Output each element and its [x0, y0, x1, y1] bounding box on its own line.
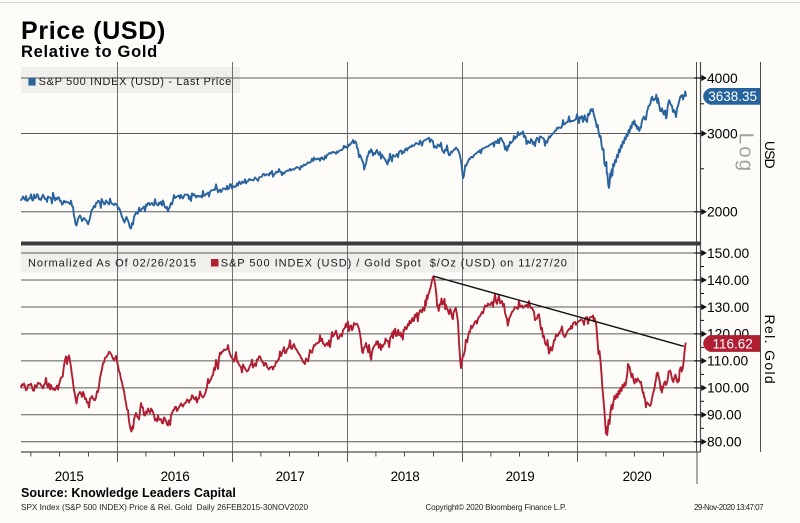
svg-text:Copyright© 2020 Bloomberg Fina: Copyright© 2020 Bloomberg Finance L.P.	[426, 503, 567, 512]
svg-text:130.00: 130.00	[707, 300, 750, 315]
svg-text:Log: Log	[735, 133, 758, 174]
svg-text:Relative to Gold: Relative to Gold	[21, 43, 158, 61]
svg-text:140.00: 140.00	[707, 273, 750, 288]
svg-text:2000: 2000	[707, 205, 738, 220]
svg-text:100.00: 100.00	[707, 381, 750, 396]
svg-text:90.00: 90.00	[707, 408, 742, 423]
svg-text:2016: 2016	[161, 469, 190, 484]
svg-text:Price (USD): Price (USD)	[21, 17, 166, 45]
svg-text:29-Nov-2020 13:47:07: 29-Nov-2020 13:47:07	[694, 503, 764, 512]
svg-text:Source: Knowledge Leaders Capi: Source: Knowledge Leaders Capital	[21, 486, 236, 500]
svg-text:3000: 3000	[707, 126, 738, 141]
svg-text:116.62: 116.62	[712, 336, 752, 351]
svg-text:Normalized As Of 02/26/2015: Normalized As Of 02/26/2015	[28, 257, 197, 269]
svg-text:2015: 2015	[55, 469, 84, 484]
svg-text:80.00: 80.00	[707, 435, 742, 450]
svg-text:2017: 2017	[276, 469, 305, 484]
svg-text:SPX Index (S&P 500 INDEX) Pric: SPX Index (S&P 500 INDEX) Price & Rel. G…	[21, 503, 308, 512]
svg-text:2018: 2018	[391, 469, 420, 484]
svg-text:4000: 4000	[707, 71, 738, 86]
svg-text:110.00: 110.00	[707, 354, 749, 369]
svg-text:Rel. Gold: Rel. Gold	[762, 315, 778, 386]
svg-text:2019: 2019	[506, 469, 535, 484]
svg-text:S&P 500 INDEX (USD) - Last Pri: S&P 500 INDEX (USD) - Last Price	[39, 76, 232, 88]
svg-text:USD: USD	[762, 141, 778, 169]
svg-text:150.00: 150.00	[707, 246, 750, 261]
svg-text:S&P 500 INDEX (USD) / Gold Spo: S&P 500 INDEX (USD) / Gold Spot $/Oz (US…	[221, 257, 568, 269]
svg-text:2020: 2020	[623, 469, 652, 484]
svg-text:3638.35: 3638.35	[708, 89, 757, 104]
